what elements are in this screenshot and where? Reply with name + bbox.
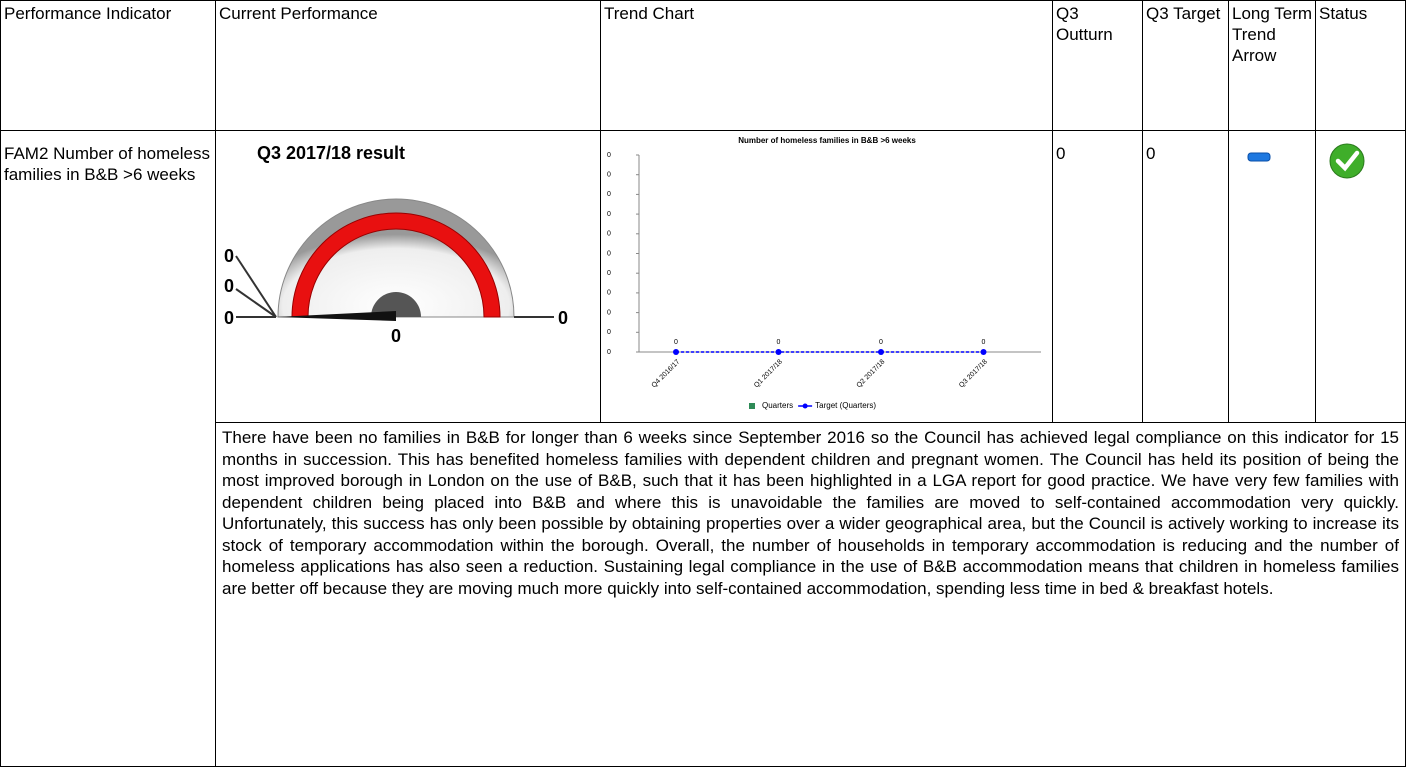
header: Trend Chart [601, 1, 1053, 131]
header: Status [1316, 1, 1406, 131]
trend-cell: Number of homeless families in B&B >6 we… [601, 131, 1053, 423]
y-tick-label: 0 [607, 309, 611, 316]
data-label: 0 [777, 339, 781, 346]
y-tick-label: 0 [607, 172, 611, 179]
gauge-title: Q3 2017/18 result [257, 143, 405, 163]
gauge-scale-label: 0 [558, 308, 568, 328]
status-cell [1316, 131, 1406, 423]
gauge: Q3 2017/18 result 0 0 0 0 0 [216, 131, 601, 417]
y-tick-label: 0 [607, 329, 611, 336]
q3-target: 0 [1143, 131, 1229, 423]
data-label: 0 [982, 339, 986, 346]
header: Current Performance [216, 1, 601, 131]
header: Q3 Target [1143, 1, 1229, 131]
x-tick-label: Q1 2017/18 [753, 358, 784, 389]
legend-label: Quarters [762, 401, 793, 410]
legend-swatch [749, 403, 755, 409]
chart-title: Number of homeless families in B&B >6 we… [738, 136, 916, 145]
data-label: 0 [674, 339, 678, 346]
gauge-scale-label: 0 [224, 308, 234, 328]
marker [981, 349, 987, 355]
gauge-leader [236, 256, 276, 317]
x-tick-label: Q4 2016/17 [651, 358, 682, 389]
header: Long Term Trend Arrow [1229, 1, 1316, 131]
trend-chart: Number of homeless families in B&B >6 we… [601, 131, 1053, 417]
gauge-value: 0 [391, 326, 401, 346]
header-row: Performance Indicator Current Performanc… [1, 1, 1406, 131]
y-tick-label: 0 [607, 152, 611, 159]
y-tick-label: 0 [607, 290, 611, 297]
marker [776, 349, 782, 355]
gauge-scale-label: 0 [224, 276, 234, 296]
y-tick-label: 0 [607, 349, 611, 356]
x-tick-label: Q3 2017/18 [958, 358, 989, 389]
data-row: FAM2 Number of homeless families in B&B … [1, 131, 1406, 423]
gauge-leader [236, 289, 276, 317]
commentary: There have been no families in B&B for l… [216, 423, 1406, 767]
legend-label: Target (Quarters) [815, 401, 876, 410]
y-tick-label: 0 [607, 211, 611, 218]
marker [673, 349, 679, 355]
q3-outturn: 0 [1053, 131, 1143, 423]
gauge-cell: Q3 2017/18 result 0 0 0 0 0 [216, 131, 601, 423]
gauge-scale-label: 0 [224, 246, 234, 266]
y-tick-label: 0 [607, 270, 611, 277]
legend-swatch [803, 404, 808, 409]
y-tick-label: 0 [607, 191, 611, 198]
header: Performance Indicator [1, 1, 216, 131]
indicator: FAM2 Number of homeless families in B&B … [1, 131, 216, 767]
page: Performance Indicator Current Performanc… [0, 0, 1410, 762]
status-icon [1319, 133, 1399, 183]
trend-arrow-cell [1229, 131, 1316, 423]
header: Q3 Outturn [1053, 1, 1143, 131]
y-tick-label: 0 [607, 250, 611, 257]
x-tick-label: Q2 2017/18 [856, 358, 887, 389]
y-tick-label: 0 [607, 231, 611, 238]
marker [878, 349, 884, 355]
kpi-table: Performance Indicator Current Performanc… [0, 0, 1406, 767]
trend-arrow [1232, 133, 1312, 173]
data-label: 0 [879, 339, 883, 346]
